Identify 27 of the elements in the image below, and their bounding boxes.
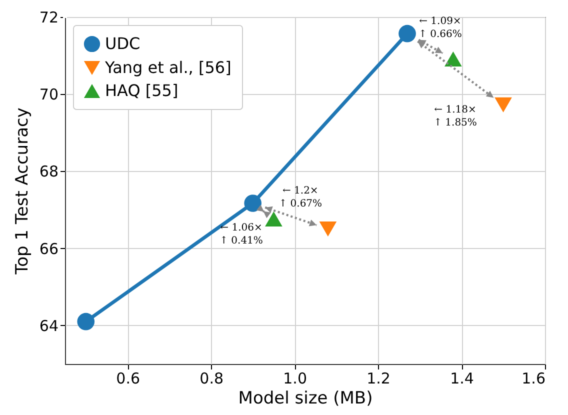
- annotation: ← 1.09× ↑ 0.66%: [418, 16, 462, 40]
- annotation: ← 1.18× ↑ 1.85%: [434, 104, 477, 128]
- x-tick-label: 1.2: [366, 370, 390, 388]
- point: [494, 97, 512, 112]
- point: [444, 52, 462, 67]
- point: [244, 194, 262, 212]
- y-tick-label: 64: [39, 316, 58, 335]
- x-tick-label: 1.0: [283, 370, 307, 388]
- y-tick-label: 72: [39, 8, 58, 26]
- x-tick-label: 0.8: [200, 370, 224, 388]
- point: [319, 222, 337, 237]
- y-tick-label: 70: [39, 86, 58, 104]
- annotation: ← 1.2× ↑ 0.67%: [278, 186, 322, 210]
- point: [77, 312, 95, 330]
- legend-label: Yang et al., [56]: [104, 58, 232, 77]
- y-tick-label: 68: [39, 162, 58, 181]
- legend-label: HAQ [55]: [105, 81, 178, 100]
- x-tick-label: 1.6: [522, 370, 546, 388]
- point: [398, 24, 416, 42]
- point: [265, 212, 282, 227]
- y-tick-label: 66: [39, 240, 58, 258]
- x-tick-label: 0.6: [116, 370, 140, 388]
- legend-label: UDC: [105, 34, 140, 53]
- y-axis-title: Top 1 Test Accuracy: [12, 108, 32, 276]
- annotation: ← 1.06× ↑ 0.41%: [220, 222, 263, 247]
- x-axis-title: Model size (MB): [238, 388, 373, 408]
- x-tick-label: 1.4: [450, 370, 474, 388]
